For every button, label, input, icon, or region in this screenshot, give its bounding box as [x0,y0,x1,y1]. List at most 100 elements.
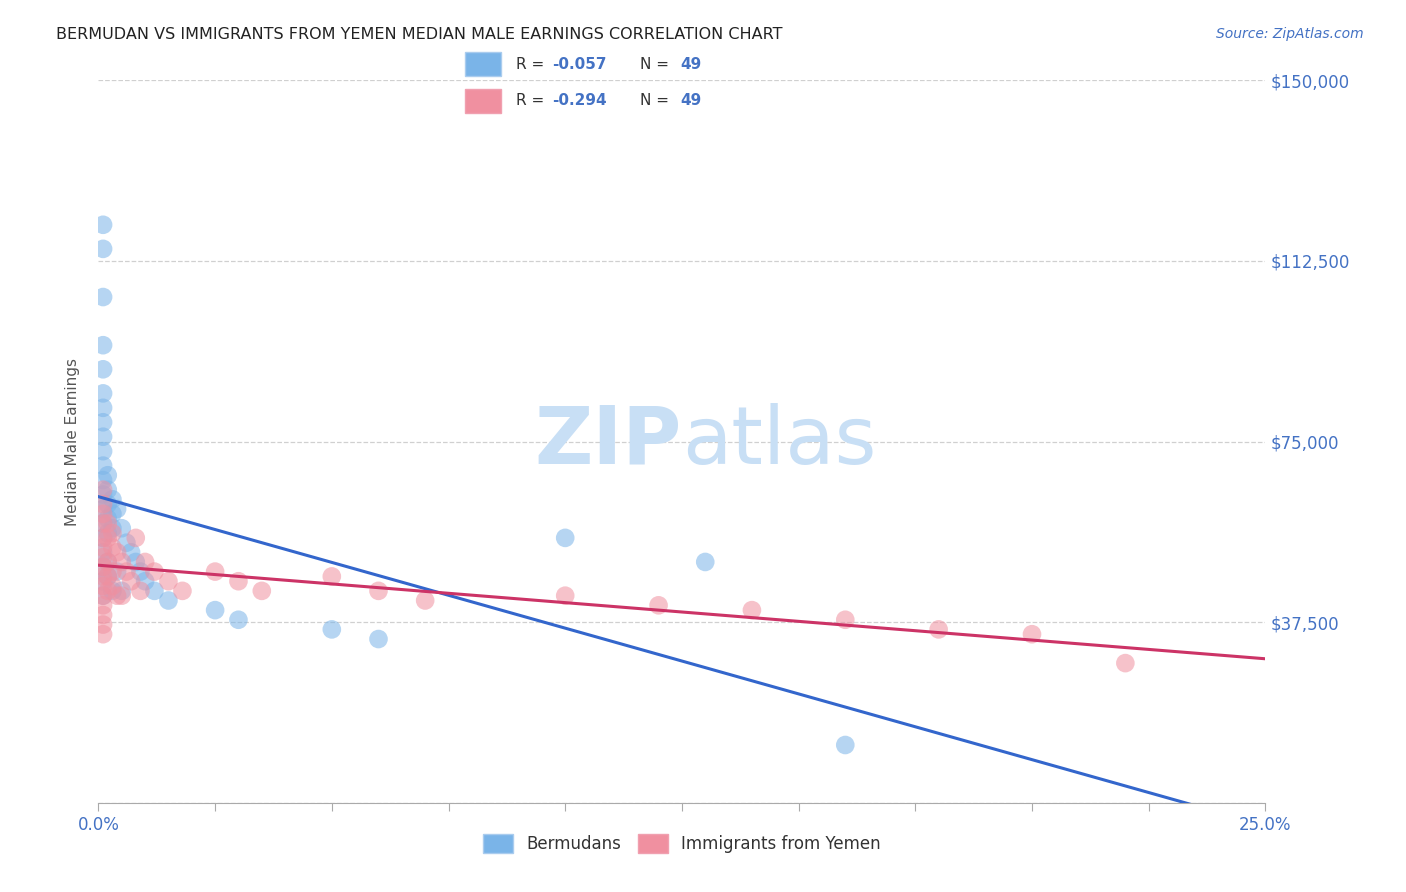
Point [91,483,114,497]
Point [91,550,114,565]
Point [97,583,120,598]
Point [367,583,389,598]
Point [91,386,114,401]
Point [413,593,436,607]
Text: -0.057: -0.057 [553,57,607,72]
Point [134,574,156,589]
Point [97,531,120,545]
Text: 49: 49 [681,57,702,72]
Text: N =: N = [640,57,673,72]
Point [91,218,114,232]
Point [91,290,114,304]
Point [695,555,717,569]
Point [91,487,114,501]
FancyBboxPatch shape [464,52,501,77]
Point [228,574,250,589]
Point [101,492,124,507]
FancyBboxPatch shape [464,88,501,112]
Point [91,541,114,555]
Text: ZIP: ZIP [534,402,682,481]
Point [91,473,114,487]
Point [91,599,114,613]
Point [1021,627,1043,641]
Legend: Bermudans, Immigrants from Yemen: Bermudans, Immigrants from Yemen [477,827,887,860]
Point [554,589,576,603]
Point [157,574,180,589]
Point [91,502,114,516]
Point [91,497,114,511]
Point [97,569,120,583]
Point [143,583,166,598]
Point [97,497,120,511]
Point [101,521,124,535]
Point [134,555,156,569]
Text: R =: R = [516,93,548,108]
Point [91,401,114,415]
Text: BERMUDAN VS IMMIGRANTS FROM YEMEN MEDIAN MALE EARNINGS CORRELATION CHART: BERMUDAN VS IMMIGRANTS FROM YEMEN MEDIAN… [56,27,783,42]
Point [105,589,128,603]
Point [105,545,128,559]
Point [91,338,114,352]
Point [1114,656,1136,670]
Point [91,516,114,531]
Point [101,565,124,579]
Text: R =: R = [516,57,548,72]
Point [97,483,120,497]
Point [97,555,120,569]
Point [91,589,114,603]
Point [97,468,120,483]
Point [741,603,763,617]
Point [91,627,114,641]
Point [115,565,138,579]
Point [91,617,114,632]
Point [91,430,114,444]
Point [204,603,226,617]
Point [111,589,134,603]
Point [91,362,114,376]
Point [105,502,128,516]
Point [97,569,120,583]
Point [91,579,114,593]
Point [111,583,134,598]
Point [91,559,114,574]
Y-axis label: Median Male Earnings: Median Male Earnings [65,358,80,525]
Text: 49: 49 [681,93,702,108]
Point [129,565,152,579]
Point [91,545,114,559]
Point [91,589,114,603]
Point [91,607,114,622]
Point [120,574,142,589]
Point [647,599,669,613]
Point [101,526,124,541]
Point [91,444,114,458]
Point [157,593,180,607]
Point [834,738,856,752]
Text: atlas: atlas [682,402,876,481]
Point [91,415,114,429]
Point [111,555,134,569]
Point [172,583,194,598]
Text: -0.294: -0.294 [553,93,607,108]
Point [97,526,120,541]
Point [120,545,142,559]
Point [101,579,124,593]
Point [250,583,273,598]
Point [91,559,114,574]
Point [91,569,114,583]
Point [321,623,343,637]
Point [204,565,226,579]
Point [125,531,148,545]
Point [129,583,152,598]
Point [97,516,120,531]
Point [91,531,114,545]
Point [554,531,576,545]
Point [101,541,124,555]
Point [105,565,128,579]
Point [91,507,114,521]
Point [367,632,389,646]
Point [91,516,114,531]
Point [97,511,120,525]
Point [101,507,124,521]
Point [91,574,114,589]
Point [928,623,950,637]
